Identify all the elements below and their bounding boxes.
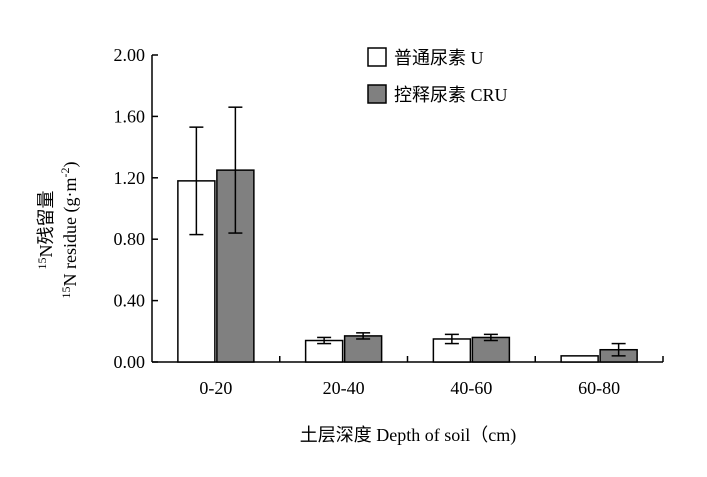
x-axis-title: 土层深度 Depth of soil（cm) [300,425,516,446]
y-tick-label: 2.00 [114,45,146,65]
y-axis-title: 15N残留量 15N residue (g·m-2) [35,162,81,299]
y-tick-label: 0.80 [114,229,146,249]
y-tick-label: 0.40 [114,291,146,311]
legend-label-cru: 控释尿素 CRU [394,85,508,105]
y-axis-title-line2: 15N residue (g·m-2) [58,162,81,299]
y-axis-title-line1: 15N残留量 [35,191,56,270]
x-tick-label: 20-40 [323,378,365,398]
x-tick-label: 40-60 [450,378,492,398]
legend-swatch-u [367,47,387,67]
legend: 普通尿素 U 控释尿素 CRU [367,47,508,105]
bar-cru [471,336,511,363]
plot-area: 0.00 0.40 0.80 1.20 1.60 2.00 0-20 20-40 40-60 60… [114,45,664,398]
legend-swatch-cru [367,84,387,104]
y-tick-label: 1.20 [114,168,146,188]
x-tick-label: 60-80 [578,378,620,398]
legend-label-u: 普通尿素 U [394,48,484,68]
bar-u [560,355,599,363]
bar-cru [343,335,383,363]
x-tick-label: 0-20 [199,378,232,398]
y-tick-label: 1.60 [114,106,146,126]
y-tick-label: 0.00 [114,352,146,372]
